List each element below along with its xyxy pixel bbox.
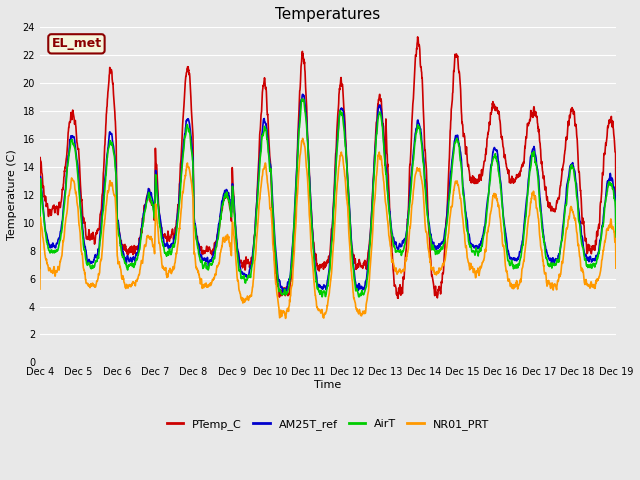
Y-axis label: Temperature (C): Temperature (C) <box>7 149 17 240</box>
Legend: PTemp_C, AM25T_ref, AirT, NR01_PRT: PTemp_C, AM25T_ref, AirT, NR01_PRT <box>162 415 493 434</box>
Title: Temperatures: Temperatures <box>275 7 381 22</box>
Text: EL_met: EL_met <box>51 37 102 50</box>
X-axis label: Time: Time <box>314 380 342 390</box>
